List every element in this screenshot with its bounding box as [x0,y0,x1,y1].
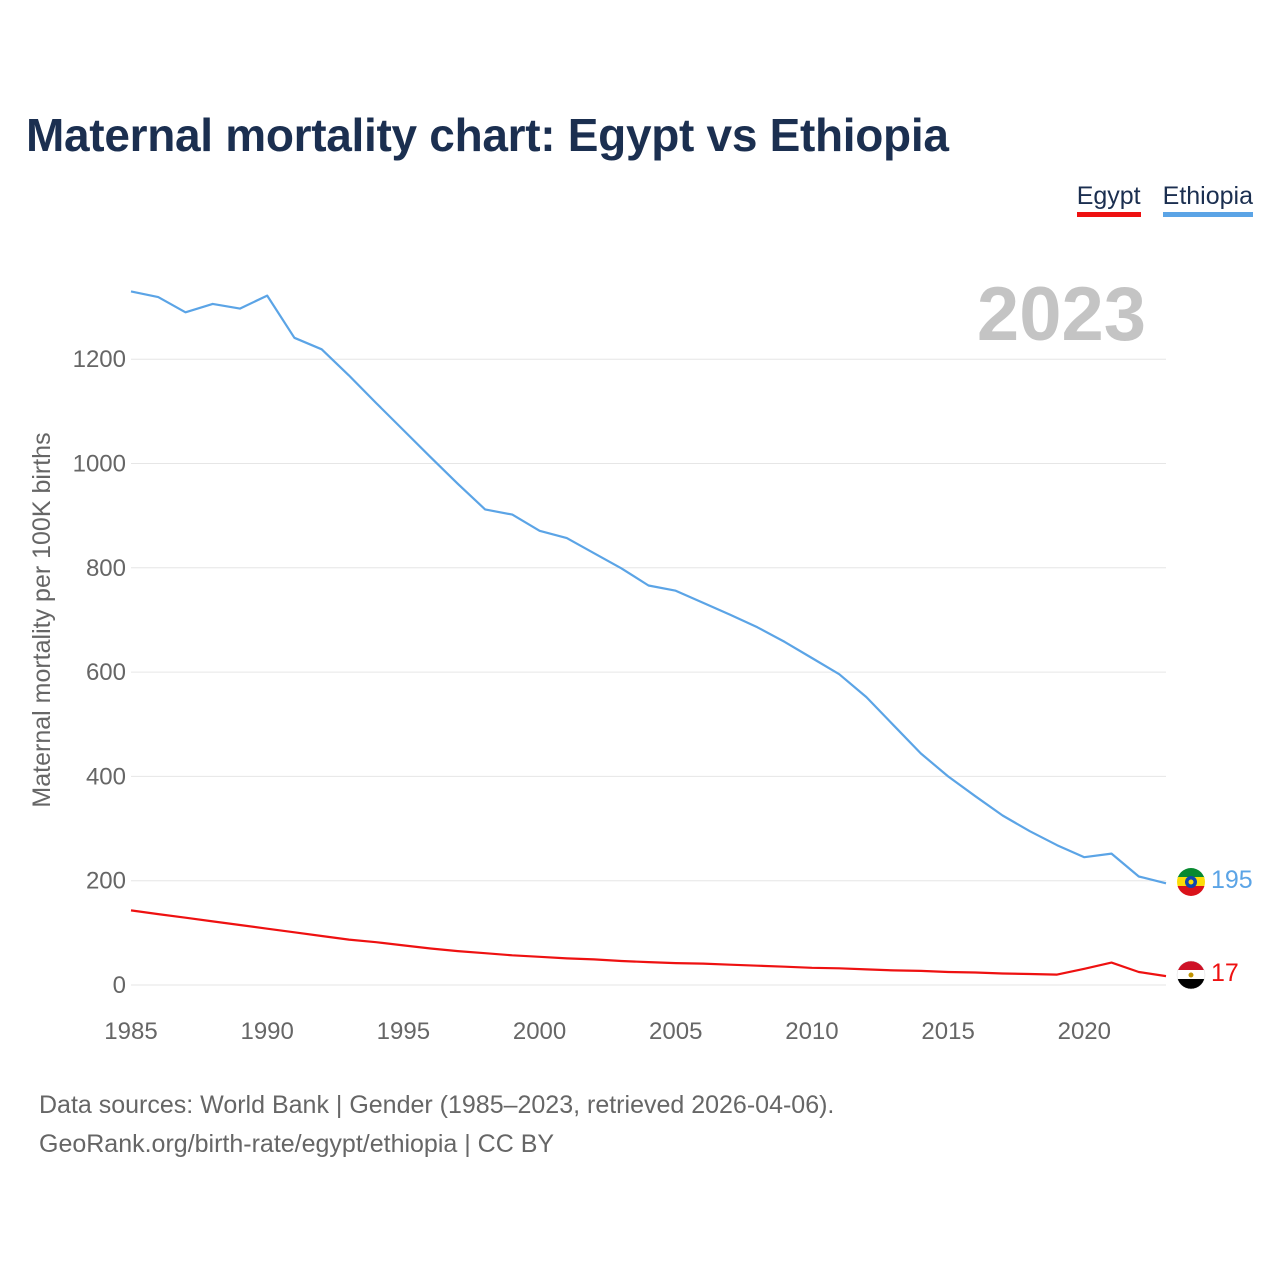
series-line-egypt[interactable] [130,909,1167,978]
y-tick-label: 800 [86,555,126,582]
x-tick-label: 2000 [513,1018,566,1045]
x-tick-label: 2010 [785,1018,838,1045]
y-axis-ticks: 0 200 400 600 800 1000 1200 [73,346,126,999]
y-tick-label: 600 [86,659,126,686]
x-tick-label: 1985 [104,1018,157,1045]
x-axis-ticks: 1985 1990 1995 2000 2005 2010 2015 2020 [104,1018,1111,1045]
grid-lines [131,358,1166,986]
egypt-flag-icon [1176,960,1206,990]
x-tick-label: 1990 [240,1018,293,1045]
egypt-end-value: 17 [1211,959,1239,987]
y-axis-title: Maternal mortality per 100K births [28,432,56,807]
x-tick-label: 1995 [377,1018,430,1045]
footer-sources: Data sources: World Bank | Gender (1985–… [39,1091,835,1119]
y-tick-label: 1000 [73,451,126,478]
y-tick-label: 200 [86,868,126,895]
ethiopia-end-value: 195 [1211,866,1253,894]
legend-item-egypt[interactable]: Egypt [1076,182,1141,217]
y-tick-label: 400 [86,763,126,790]
series-line-ethiopia[interactable] [130,290,1167,885]
y-tick-label: 1200 [73,346,126,373]
series-lines [130,290,1167,978]
current-year-label: 2023 [977,272,1146,357]
footer: Data sources: World Bank | Gender (1985–… [39,1086,834,1164]
footer-attribution[interactable]: GeoRank.org/birth-rate/egypt/ethiopia | … [39,1130,555,1158]
y-tick-label: 0 [113,972,126,999]
x-tick-label: 2015 [921,1018,974,1045]
x-tick-label: 2020 [1058,1018,1111,1045]
legend: Egypt Ethiopia [1076,182,1253,217]
legend-item-ethiopia[interactable]: Ethiopia [1162,182,1253,217]
page-title: Maternal mortality chart: Egypt vs Ethio… [26,109,949,161]
x-tick-label: 2005 [649,1018,702,1045]
ethiopia-flag-icon [1177,868,1205,896]
